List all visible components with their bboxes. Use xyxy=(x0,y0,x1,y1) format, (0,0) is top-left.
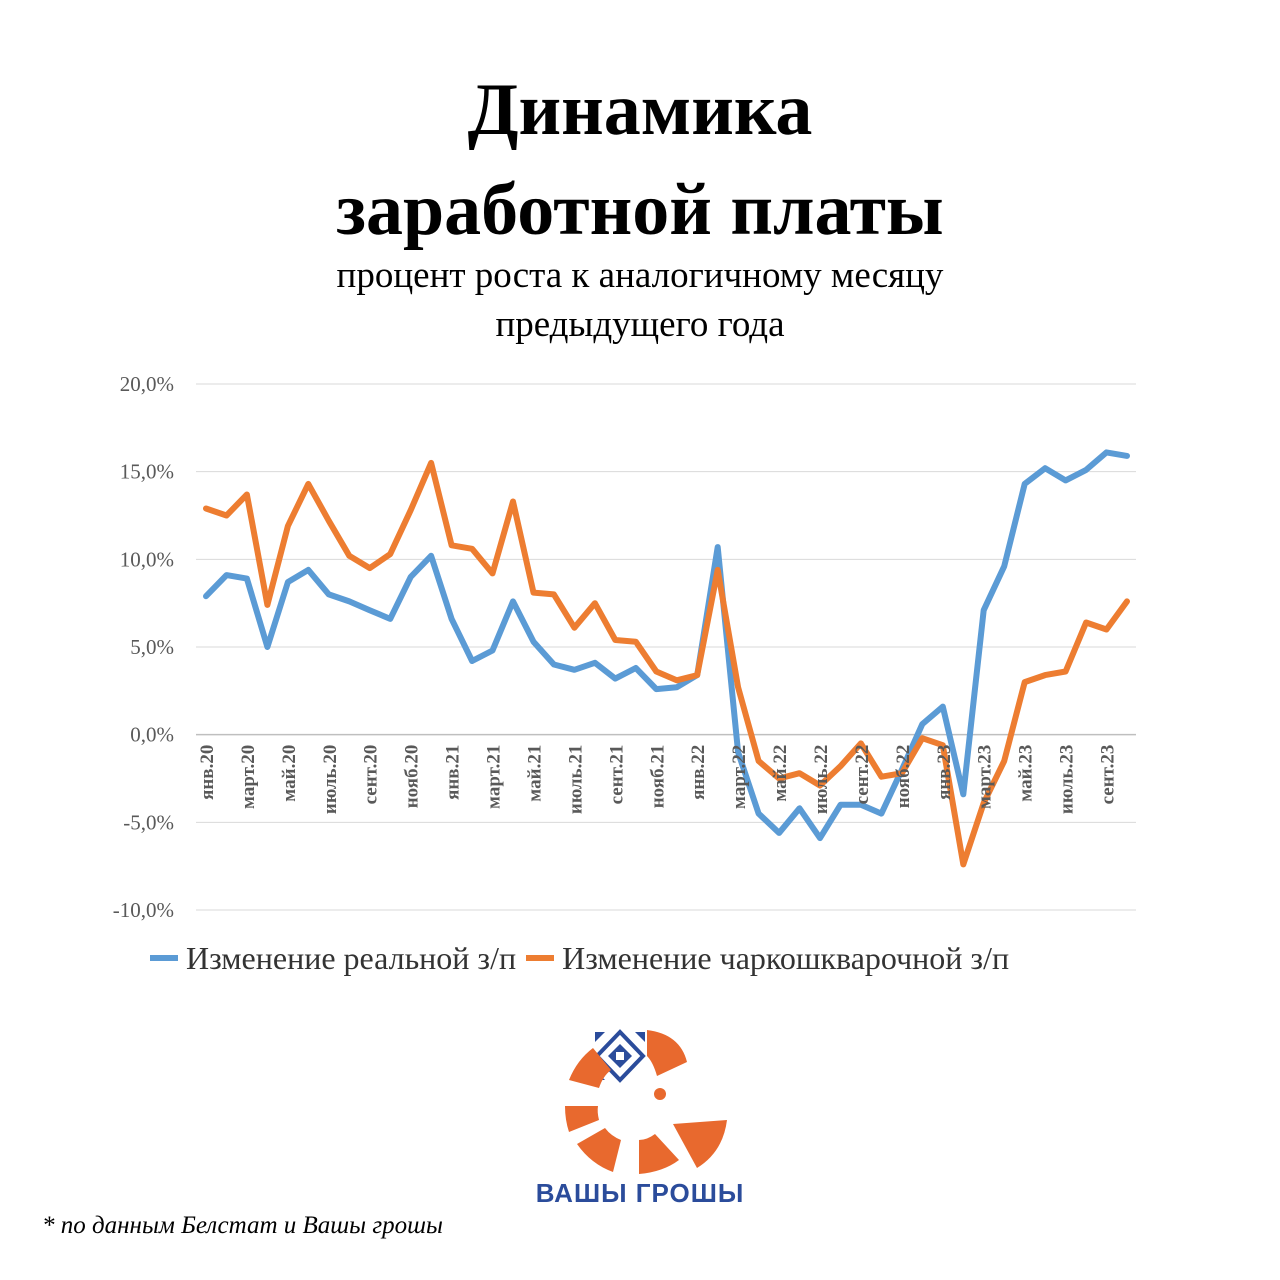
x-tick-label: март.23 xyxy=(975,745,996,809)
orange-segmented-circle-logo-icon xyxy=(565,1029,727,1174)
x-tick-label: янв.20 xyxy=(197,745,218,800)
y-tick-label: 10,0% xyxy=(120,547,174,571)
x-tick-label: март.20 xyxy=(238,745,259,809)
y-tick-label: -10,0% xyxy=(113,898,174,922)
footnote: * по данным Белстат и Вашы грошы xyxy=(42,1212,443,1239)
x-tick-label: сент.22 xyxy=(852,745,873,805)
wage-dynamics-line-chart: 20,0% 15,0% 10,0% 5,0% 0,0% -5,0% -10,0% янв.2… xyxy=(113,372,1136,922)
legend-label-other-wage: Изменение чаркошкварочной з/п xyxy=(562,939,1010,976)
y-tick-label: 0,0% xyxy=(130,723,174,747)
y-tick-label: 15,0% xyxy=(120,460,174,484)
x-tick-label: март.22 xyxy=(729,745,750,809)
chart-series-lines xyxy=(203,449,1130,868)
x-tick-label: нояб.20 xyxy=(402,745,423,809)
x-tick-label: май.21 xyxy=(524,745,545,802)
page-subtitle-line1: процент роста к аналогичному месяцу xyxy=(336,255,944,296)
y-axis-tick-labels: 20,0% 15,0% 10,0% 5,0% 0,0% -5,0% -10,0% xyxy=(113,372,174,922)
x-tick-label: июль.22 xyxy=(811,745,832,814)
x-tick-label: сент.21 xyxy=(606,745,627,805)
legend-label-real-wage: Изменение реальной з/п xyxy=(186,939,517,976)
x-tick-label: сент.23 xyxy=(1098,745,1119,805)
brand-name: ВАШЫ ГРОШЫ xyxy=(535,1178,745,1208)
x-tick-label: нояб.21 xyxy=(647,745,668,809)
series-line-other-wage xyxy=(203,459,1130,868)
legend-item-real-wage: Изменение реальной з/п xyxy=(150,940,516,977)
y-tick-label: 20,0% xyxy=(120,372,174,396)
y-tick-label: 5,0% xyxy=(130,635,174,659)
x-tick-label: янв.22 xyxy=(688,745,709,800)
legend-item-other-wage: Изменение чаркошкварочной з/п xyxy=(526,940,1009,977)
x-tick-label: май.23 xyxy=(1016,745,1037,802)
x-tick-label: июль.23 xyxy=(1057,745,1078,814)
x-tick-label: май.22 xyxy=(770,745,791,802)
x-tick-label: июль.20 xyxy=(320,745,341,814)
chart-legend: Изменение реальной з/п Изменение чаркошк… xyxy=(150,938,1130,978)
page-title-line1: Динамика xyxy=(467,69,813,151)
x-tick-label: май.20 xyxy=(279,745,300,802)
x-axis-tick-labels: янв.20 март.20 май.20 июль.20 сент.20 нояб.20… xyxy=(197,745,1119,814)
x-tick-label: нояб.22 xyxy=(893,745,914,809)
legend-swatch-real-wage xyxy=(150,955,178,961)
page-subtitle-line2: предыдущего года xyxy=(495,304,785,345)
x-tick-label: янв.23 xyxy=(934,745,955,800)
x-tick-label: янв.21 xyxy=(443,745,464,800)
chart-gridlines xyxy=(196,383,1136,911)
x-tick-label: июль.21 xyxy=(565,745,586,814)
x-tick-label: март.21 xyxy=(484,745,505,809)
page-title-line2: заработной платы xyxy=(336,169,944,251)
series-line-real-wage xyxy=(203,449,1130,842)
legend-swatch-other-wage xyxy=(526,955,555,961)
y-tick-label: -5,0% xyxy=(123,810,174,834)
x-tick-label: сент.20 xyxy=(361,745,382,805)
